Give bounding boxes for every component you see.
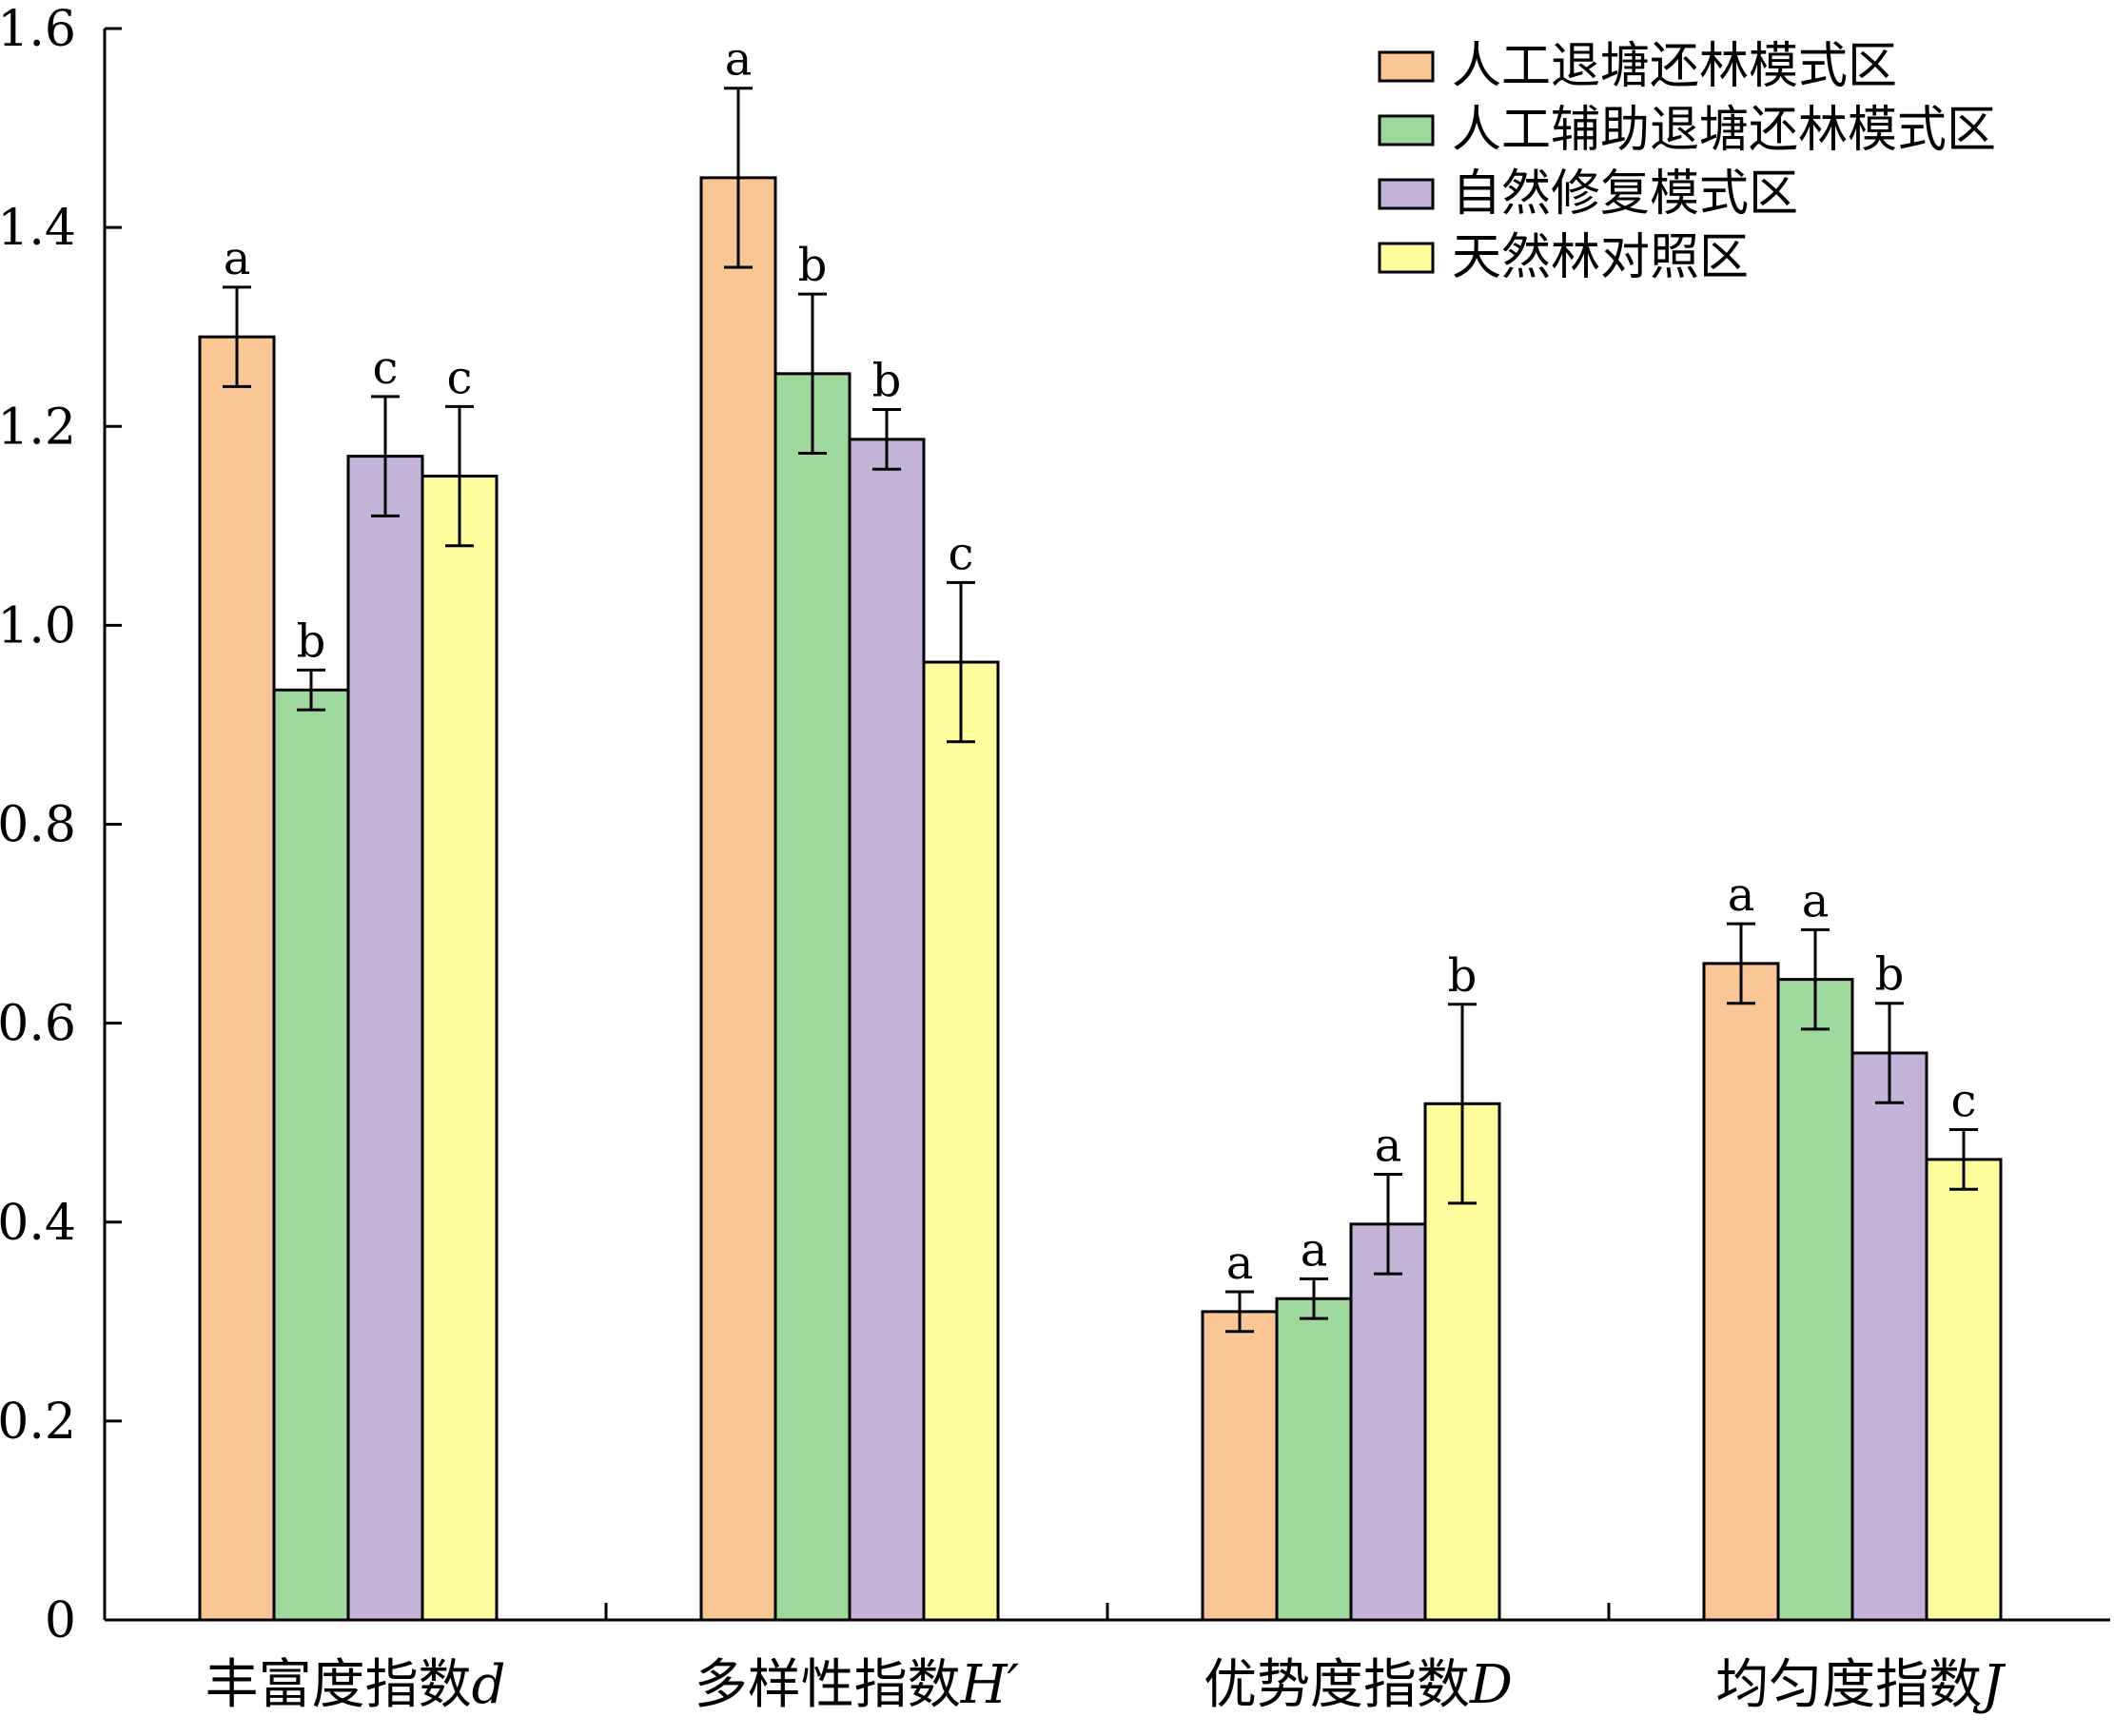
bar (1776, 978, 1854, 1622)
bar (1702, 962, 1780, 1622)
bar (1201, 1310, 1279, 1622)
legend-label: 天然林对照区 (1452, 229, 1749, 286)
y-tick-label: 0.2 (0, 1394, 76, 1451)
y-tick-label: 1.6 (0, 1, 76, 58)
bar (421, 475, 499, 1622)
error-bars (223, 87, 1978, 1334)
bar (1349, 1222, 1427, 1622)
x-axis-labels: 丰富度指数d 多样性指数H′ 优势度指数D 均匀度指数J (206, 1654, 2007, 1716)
significance-letter: b (1875, 948, 1905, 1002)
legend-label: 自然修复模式区 (1452, 166, 1798, 223)
x-category-label: 多样性指数H′ (695, 1654, 1020, 1716)
x-category-label: 均匀度指数J (1715, 1654, 2006, 1716)
significance-letter: a (224, 232, 251, 285)
bar (773, 372, 851, 1622)
significance-letter: a (725, 33, 753, 87)
legend-swatch (1378, 242, 1435, 274)
significance-letter: a (1301, 1223, 1328, 1277)
significance-letter: b (297, 614, 326, 668)
significance-letter: c (949, 527, 974, 580)
bar (198, 335, 276, 1622)
significance-letter: c (447, 351, 473, 404)
x-category-label: 优势度指数D (1204, 1654, 1513, 1716)
axes: 0 0.2 0.4 0.6 0.8 1.0 1.2 1.4 1.6 (0, 1, 2110, 1649)
legend-swatch (1378, 178, 1435, 210)
significance-letter: b (872, 354, 902, 407)
legend-label: 人工辅助退塘还林模式区 (1452, 102, 1996, 159)
y-tick-label: 1.4 (0, 200, 76, 257)
legend-label: 人工退塘还林模式区 (1452, 38, 1897, 95)
significance-letter: a (1728, 868, 1755, 922)
significance-letter: a (1375, 1120, 1402, 1173)
bars (198, 176, 2003, 1622)
y-tick-label: 1.0 (0, 597, 76, 654)
bar (922, 660, 1000, 1622)
bar (699, 176, 777, 1622)
bar (848, 438, 926, 1622)
significance-letter: b (798, 239, 828, 292)
significance-letter: a (1802, 874, 1830, 927)
x-category-label: 丰富度指数d (206, 1654, 506, 1716)
y-tick-label: 0.6 (0, 996, 76, 1053)
y-tick-label: 0.8 (0, 797, 76, 854)
bar (1275, 1297, 1353, 1622)
significance-letter: b (1448, 949, 1478, 1003)
y-tick-label: 0 (45, 1592, 76, 1649)
bar (272, 688, 350, 1622)
significance-letter: a (1226, 1237, 1254, 1290)
y-tick-label: 1.2 (0, 399, 76, 456)
bar (346, 455, 424, 1622)
y-tick-label: 0.4 (0, 1195, 76, 1252)
bar (1925, 1158, 2003, 1622)
legend-swatch (1378, 50, 1435, 83)
significance-letter: c (1951, 1075, 1977, 1128)
significance-letter: c (373, 341, 399, 395)
legend-swatch (1378, 114, 1435, 146)
bar (1850, 1051, 1928, 1622)
